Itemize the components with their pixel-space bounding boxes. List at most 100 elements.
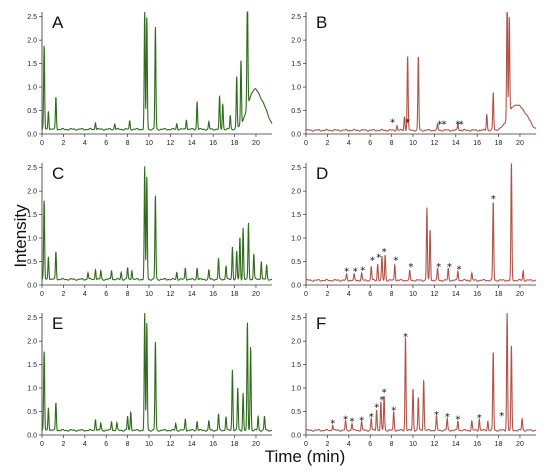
y-tick-label: 1.0 [291,236,301,243]
x-tick-label: 8 [390,140,394,147]
x-tick-label: 2 [61,441,65,448]
y-tick-label: 1.5 [27,362,37,369]
x-tick-label: 8 [390,291,394,298]
x-tick-label: 12 [166,140,174,147]
y-tick-label: 0.0 [27,433,37,440]
x-tick-label: 14 [188,140,196,147]
peak-marker-star: * [382,388,387,399]
x-tick-label: 18 [495,441,503,448]
y-tick-label: 1.0 [27,85,37,92]
x-tick-label: 18 [231,291,239,298]
x-axis-title: Time (min) [265,447,346,466]
y-tick-label: 0.5 [27,409,37,416]
panel-label: D [316,164,328,183]
trace-line [41,312,273,432]
y-tick-label: 1.0 [27,386,37,393]
x-tick-label: 4 [83,441,87,448]
y-tick-label: 0.0 [27,132,37,139]
y-tick-label: 1.5 [27,61,37,68]
x-tick-label: 20 [516,441,524,448]
x-tick-label: 4 [347,441,351,448]
x-tick-label: 18 [495,140,503,147]
x-tick-label: 10 [409,140,417,147]
x-tick-label: 20 [516,140,524,147]
x-tick-label: 4 [83,140,87,147]
peak-marker-star: * [499,411,504,422]
y-tick-label: 0.5 [27,259,37,266]
peak-marker-star: * [330,418,335,429]
x-tick-label: 10 [145,441,153,448]
peak-marker-star: * [437,119,442,130]
x-tick-label: 0 [304,140,308,147]
x-tick-label: 0 [304,441,308,448]
y-tick-label: 0.0 [291,283,301,290]
x-tick-label: 20 [252,291,260,298]
y-tick-label: 0.5 [291,259,301,266]
x-tick-label: 20 [252,140,260,147]
y-tick-label: 1.5 [291,61,301,68]
x-tick-label: 4 [347,140,351,147]
peak-marker-star: * [459,119,464,130]
x-tick-label: 2 [325,441,329,448]
y-tick-label: 2.5 [27,14,37,21]
peak-marker-star: * [455,415,460,426]
x-tick-label: 20 [516,291,524,298]
y-tick-label: 1.5 [291,212,301,219]
y-tick-label: 2.5 [27,315,37,322]
x-tick-label: 6 [368,441,372,448]
x-tick-label: 14 [188,441,196,448]
x-tick-label: 10 [409,441,417,448]
y-tick-label: 0.0 [291,433,301,440]
y-tick-label: 1.0 [27,236,37,243]
peak-marker-star: * [390,117,395,128]
peak-marker-star: * [408,262,413,273]
x-tick-label: 16 [209,441,217,448]
trace-line [41,11,273,131]
panel-f: 0.00.51.01.52.02.50 2 4 6 8 10 12 14 16 18 20F* * * *… [291,312,537,448]
x-tick-label: 4 [347,291,351,298]
peak-marker-star: * [491,194,496,205]
y-tick-label: 2.0 [27,38,37,45]
x-tick-label: 14 [452,441,460,448]
peak-marker-star: * [359,416,364,427]
x-tick-label: 20 [252,441,260,448]
peak-marker-star: * [393,255,398,266]
x-tick-label: 6 [368,140,372,147]
x-tick-label: 14 [452,291,460,298]
peak-marker-star: * [382,247,387,258]
x-tick-label: 12 [430,441,438,448]
y-tick-label: 0.5 [27,108,37,115]
panel-label: F [316,314,326,333]
peak-marker-star: * [436,262,441,273]
x-tick-label: 0 [40,140,44,147]
peak-marker-star: * [350,417,355,428]
panels: 0.00.51.01.52.02.50 2 4 6 8 10 12 14 16 18 20A0.00… [27,11,537,448]
y-tick-label: 2.5 [291,165,301,172]
y-tick-label: 2.0 [291,339,301,346]
peak-marker-star: * [374,403,379,414]
peak-marker-star: * [455,119,460,130]
peak-marker-star: * [353,267,358,278]
x-tick-label: 16 [473,441,481,448]
peak-marker-star: * [379,395,384,406]
x-tick-label: 2 [325,291,329,298]
x-tick-label: 14 [452,140,460,147]
x-tick-label: 18 [231,140,239,147]
x-tick-label: 8 [126,441,130,448]
peak-marker-star: * [477,413,482,424]
x-tick-label: 14 [188,291,196,298]
peak-marker-star: * [456,265,461,276]
panel-e: 0.0 0.5 1.0 1.5 2.0 2.5 0 2 4 6 8 10 12 14 16 18 20 E [27,312,273,448]
y-tick-label: 2.0 [291,38,301,45]
y-tick-label: 2.0 [27,339,37,346]
y-tick-label: 0.0 [27,283,37,290]
x-tick-label: 8 [126,140,130,147]
y-axis-title: Intensity [11,204,30,268]
trace-line [305,163,537,282]
y-tick-label: 2.5 [291,315,301,322]
x-tick-label: 12 [430,140,438,147]
peak-marker-star: * [343,415,348,426]
x-tick-label: 8 [390,441,394,448]
panel-label: E [52,314,63,333]
